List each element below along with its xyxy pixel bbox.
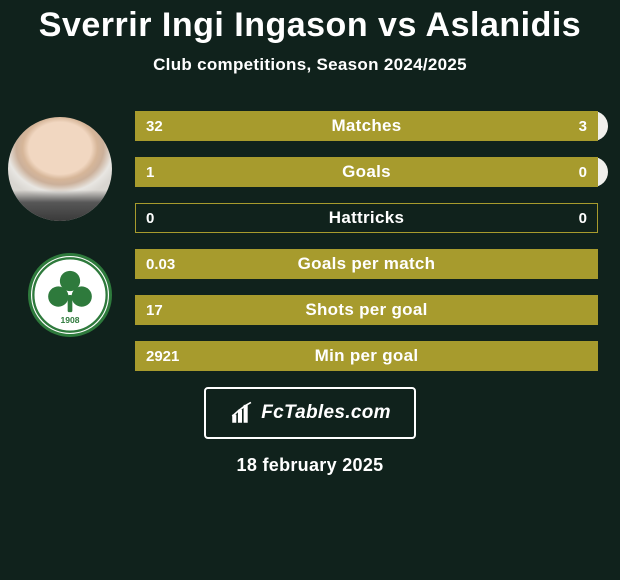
date-text: 18 february 2025	[0, 455, 620, 476]
player-avatar	[8, 117, 112, 221]
stat-row: 0.03Goals per match	[135, 249, 598, 279]
stat-row: 32Matches3	[135, 111, 598, 141]
stat-label: Shots per goal	[136, 300, 597, 320]
bars-icon	[229, 400, 255, 426]
stat-label: Matches	[136, 116, 597, 136]
stat-row: 0Hattricks0	[135, 203, 598, 233]
stat-val-right: 0	[579, 210, 587, 227]
stat-row: 17Shots per goal	[135, 295, 598, 325]
comparison-card: Sverrir Ingi Ingason vs Aslanidis Club c…	[0, 0, 620, 580]
stat-val-right: 0	[579, 164, 587, 181]
club-badge: 1908	[28, 253, 112, 337]
page-title: Sverrir Ingi Ingason vs Aslanidis	[0, 6, 620, 45]
stat-label: Goals	[136, 162, 597, 182]
brand-text: FcTables.com	[261, 402, 391, 424]
subtitle: Club competitions, Season 2024/2025	[0, 55, 620, 75]
club-badge-svg: 1908	[31, 256, 109, 334]
stat-label: Min per goal	[136, 346, 597, 366]
stat-row: 2921Min per goal	[135, 341, 598, 371]
stat-label: Hattricks	[136, 208, 597, 228]
stats-area: 1908 32Matches31Goals00Hattricks00.03Goa…	[0, 111, 620, 371]
stat-row: 1Goals0	[135, 157, 598, 187]
stat-val-right: 3	[579, 118, 587, 135]
svg-text:1908: 1908	[60, 315, 79, 325]
stat-label: Goals per match	[136, 254, 597, 274]
stat-rows: 32Matches31Goals00Hattricks00.03Goals pe…	[135, 111, 598, 371]
brand-badge: FcTables.com	[204, 387, 416, 439]
